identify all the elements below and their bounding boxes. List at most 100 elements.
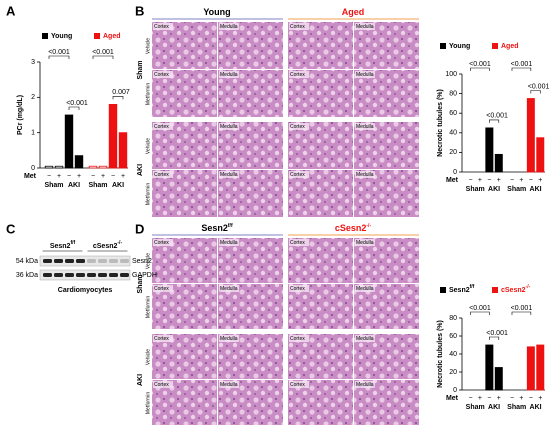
- treatment-label: Metformin: [145, 183, 151, 205]
- p-value: <0.001: [66, 100, 88, 107]
- group-label: AKI: [488, 186, 500, 193]
- y-tick-label: 20: [449, 369, 457, 376]
- significance-bracket: [511, 311, 532, 315]
- blot-band: [76, 273, 85, 277]
- image-label-bg: [289, 71, 309, 78]
- blot-band: [65, 273, 74, 277]
- p-value: <0.001: [528, 83, 550, 90]
- text-base: Aged: [103, 33, 121, 40]
- significance-bracket: [470, 311, 490, 315]
- image-label: Medulla: [220, 240, 238, 246]
- image-label: Medulla: [356, 124, 374, 130]
- image-label: Cortex: [154, 172, 169, 178]
- group-label: Sham: [88, 182, 107, 189]
- met-sign: +: [519, 395, 523, 402]
- met-sign: −: [510, 395, 514, 402]
- legend-label: Young: [449, 43, 470, 50]
- group-label: AKI: [112, 182, 124, 189]
- image-label: Medulla: [356, 24, 374, 30]
- superscript: f/f: [228, 223, 233, 229]
- group-label: Sham: [507, 186, 526, 193]
- image-label: Medulla: [356, 286, 374, 292]
- image-label: Cortex: [154, 382, 169, 388]
- image-label: Cortex: [290, 336, 305, 342]
- image-label: Cortex: [154, 24, 169, 30]
- image-label: Cortex: [290, 24, 305, 30]
- y-tick-label: 1: [31, 130, 35, 137]
- y-tick-label: 100: [445, 71, 457, 78]
- image-label: Cortex: [290, 286, 305, 292]
- image-label: Medulla: [220, 72, 238, 78]
- bar: [494, 153, 503, 173]
- superscript: -/-: [526, 284, 531, 290]
- blot-band: [43, 259, 52, 263]
- met-sign: +: [497, 177, 501, 184]
- p-value: <0.001: [511, 305, 533, 312]
- group-label: Sham: [137, 60, 144, 79]
- image-label: Cortex: [290, 240, 305, 246]
- band-protein: GAPDH: [132, 272, 157, 279]
- group-label: Sham: [466, 404, 485, 411]
- column-title: cSesn2-/-: [335, 223, 372, 233]
- image-label-bg: [153, 71, 173, 78]
- image-label: Medulla: [356, 72, 374, 78]
- image-label: Cortex: [290, 72, 305, 78]
- bar: [526, 346, 535, 391]
- met-sign: −: [47, 173, 51, 180]
- blot-band: [109, 273, 118, 277]
- image-label-bg: [289, 171, 309, 178]
- text-base: Sesn2: [201, 223, 228, 233]
- image-label-bg: [289, 239, 309, 246]
- legend-label: cSesn2-/-: [501, 284, 531, 294]
- bar: [74, 155, 84, 169]
- bar: [536, 344, 545, 391]
- legend-label: Young: [51, 33, 72, 40]
- blot-band: [98, 273, 107, 277]
- image-label-bg: [355, 381, 375, 388]
- bar: [108, 104, 118, 169]
- bar: [88, 165, 98, 169]
- blot-caption: Cardiomyocytes: [58, 287, 113, 294]
- met-sign: +: [57, 173, 61, 180]
- text-base: Sesn2: [449, 287, 470, 294]
- image-label: Cortex: [154, 240, 169, 246]
- p-value: <0.001: [511, 61, 533, 68]
- superscript: -/-: [117, 240, 122, 246]
- p-value: 0.007: [112, 89, 130, 96]
- blot-band: [54, 273, 63, 277]
- blot-band: [43, 273, 52, 277]
- lane-label: cSesn2-/-: [93, 240, 123, 250]
- image-label-bg: [289, 23, 309, 30]
- significance-bracket: [470, 67, 490, 71]
- image-label: Cortex: [154, 72, 169, 78]
- met-sign: −: [67, 173, 71, 180]
- y-axis-label: PCr (mg/dL): [17, 95, 24, 135]
- image-label: Cortex: [290, 382, 305, 388]
- image-label-bg: [219, 285, 239, 292]
- met-sign: −: [91, 173, 95, 180]
- met-sign: +: [478, 395, 482, 402]
- image-label-bg: [153, 123, 173, 130]
- text-base: Aged: [342, 7, 365, 17]
- text-base: Young: [449, 43, 470, 50]
- y-tick-label: 40: [449, 351, 457, 358]
- image-label-bg: [355, 123, 375, 130]
- met-sign: +: [538, 177, 542, 184]
- significance-bracket: [511, 67, 532, 71]
- met-sign: −: [529, 177, 533, 184]
- met-sign: −: [487, 395, 491, 402]
- treatment-label: Metformin: [145, 83, 151, 105]
- image-label: Cortex: [154, 124, 169, 130]
- bar: [526, 98, 535, 173]
- legend-swatch: [440, 287, 446, 293]
- blot-band: [109, 259, 118, 263]
- met-label: Met: [446, 395, 459, 402]
- image-label-bg: [289, 123, 309, 130]
- group-label: AKI: [137, 374, 144, 386]
- bar: [44, 165, 54, 169]
- blot-band: [65, 259, 74, 263]
- text-base: cSesn2: [335, 223, 367, 233]
- blot-band: [87, 259, 96, 263]
- met-sign: +: [538, 395, 542, 402]
- y-tick-label: 80: [449, 90, 457, 97]
